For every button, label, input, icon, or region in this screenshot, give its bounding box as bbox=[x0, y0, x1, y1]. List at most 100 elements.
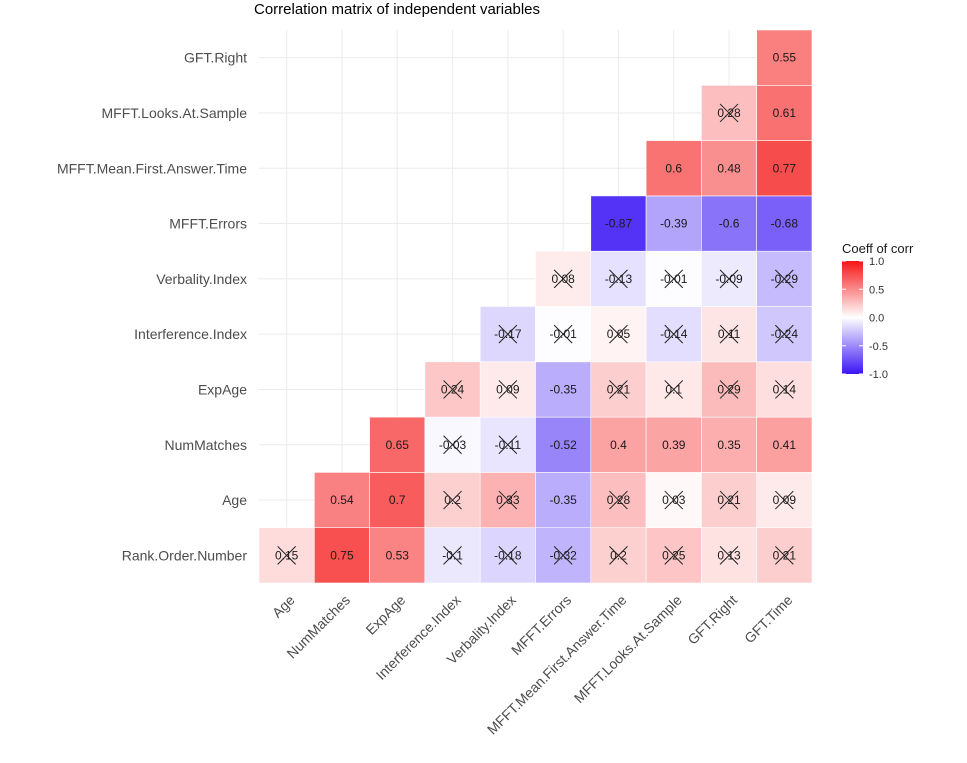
heatmap-cell: -0.11 bbox=[479, 416, 536, 473]
insignificant-cross-mark bbox=[664, 490, 684, 510]
heatmap-cell: -0.68 bbox=[756, 195, 813, 252]
heatmap-cell: 0.09 bbox=[479, 361, 536, 418]
cell-fill bbox=[535, 361, 592, 418]
y-tick-label-mfft-errors: MFFT.Errors bbox=[169, 216, 247, 232]
insignificant-cross-mark bbox=[609, 545, 628, 565]
heatmap-cell: 0.14 bbox=[756, 361, 813, 418]
insignificant-cross-mark bbox=[719, 103, 739, 123]
cell-fill bbox=[756, 416, 813, 473]
insignificant-cross-mark bbox=[277, 545, 297, 565]
y-tick-label-mfft-looks-at-sample: MFFT.Looks.At.Sample bbox=[102, 105, 248, 121]
heatmap-cell: -0.32 bbox=[535, 527, 592, 584]
heatmap-cell: 0.05 bbox=[590, 306, 647, 363]
cell-fill bbox=[590, 195, 647, 252]
heatmap-cell: -0.39 bbox=[645, 195, 702, 252]
cell-value-label: 0.55 bbox=[773, 51, 797, 65]
insignificant-cross-mark bbox=[498, 545, 518, 565]
heatmap-cell: 0.55 bbox=[756, 29, 813, 86]
heatmap-cell: 0.15 bbox=[258, 527, 315, 584]
heatmap-cell: 0.28 bbox=[701, 85, 758, 141]
insignificant-cross-mark bbox=[719, 545, 739, 565]
heatmap-cell: 0.77 bbox=[756, 140, 813, 197]
insignificant-cross-mark bbox=[664, 324, 684, 344]
heatmap-cell: 0.54 bbox=[313, 472, 370, 528]
legend-title: Coeff of corr bbox=[842, 241, 914, 256]
heatmap-cell: 0.25 bbox=[645, 527, 702, 584]
cell-fill bbox=[701, 195, 758, 252]
insignificant-cross-mark bbox=[664, 269, 684, 289]
heatmap-cell: 0.28 bbox=[590, 472, 647, 528]
heatmap-cell: -0.17 bbox=[479, 306, 536, 363]
heatmap-cell: 0.2 bbox=[590, 527, 647, 584]
heatmap-cell: 0.35 bbox=[701, 416, 758, 473]
heatmap-cell: 0.39 bbox=[645, 416, 702, 473]
heatmap-cell: -0.14 bbox=[645, 306, 702, 363]
chart-title: Correlation matrix of independent variab… bbox=[254, 1, 540, 18]
heatmap-cell: -0.6 bbox=[701, 195, 758, 252]
heatmap-cell: 0.09 bbox=[756, 472, 813, 528]
cell-fill bbox=[313, 472, 370, 528]
insignificant-cross-mark bbox=[609, 269, 628, 289]
cell-value-label: 0.77 bbox=[773, 161, 797, 175]
insignificant-cross-mark bbox=[553, 324, 573, 344]
y-tick-label-rank-order-number: Rank.Order.Number bbox=[122, 547, 248, 563]
heatmap-cell: 0.4 bbox=[590, 416, 647, 473]
insignificant-cross-mark bbox=[443, 490, 462, 510]
heatmap-cell: 0.21 bbox=[756, 527, 813, 584]
heatmap-cell: -0.13 bbox=[590, 250, 647, 307]
cell-fill bbox=[369, 416, 426, 473]
cell-fill bbox=[369, 472, 426, 528]
insignificant-cross-mark bbox=[498, 380, 518, 399]
insignificant-cross-mark bbox=[719, 324, 739, 344]
heatmap-cell: 0.24 bbox=[424, 361, 481, 418]
insignificant-cross-mark bbox=[609, 380, 628, 399]
x-tick-label-gft-time: GFT.Time bbox=[741, 592, 796, 647]
legend-tick-label: -1.0 bbox=[869, 369, 888, 381]
cell-fill bbox=[756, 140, 813, 197]
heatmap-cell: 0.61 bbox=[756, 85, 813, 141]
y-tick-label-gft-right: GFT.Right bbox=[184, 50, 247, 66]
heatmap-cell: 0.13 bbox=[701, 527, 758, 584]
legend: Coeff of corr 1.0 0.5 0.0 -0.5 -1.0 bbox=[842, 241, 914, 381]
heatmap-cell: 0.21 bbox=[701, 472, 758, 528]
cell-value-label: 0.61 bbox=[773, 106, 797, 120]
heatmap-cell: 0.2 bbox=[424, 472, 481, 528]
insignificant-cross-mark bbox=[443, 380, 462, 399]
heatmap-cell: 0.11 bbox=[701, 306, 758, 363]
heatmap-cell: 0.33 bbox=[479, 472, 536, 528]
legend-ticks: 1.0 0.5 0.0 -0.5 -1.0 bbox=[842, 256, 888, 381]
insignificant-cross-mark bbox=[609, 324, 628, 344]
cell-fill bbox=[701, 140, 758, 197]
cell-value-label: -0.68 bbox=[771, 217, 799, 231]
heatmap-cells: 0.15 0.75 0.53 -0.1 -0.18 -0.32 0.2 0.25 0.13 0.2… bbox=[258, 29, 813, 584]
y-tick-label-expage: ExpAge bbox=[198, 381, 247, 397]
heatmap-cell: 0.21 bbox=[590, 361, 647, 418]
insignificant-cross-mark bbox=[774, 380, 794, 399]
cell-value-label: 0.6 bbox=[665, 161, 682, 175]
cell-value-label: 0.65 bbox=[386, 438, 410, 452]
heatmap-cell: -0.87 bbox=[590, 195, 647, 252]
cell-value-label: -0.35 bbox=[549, 493, 577, 507]
insignificant-cross-mark bbox=[774, 269, 794, 289]
heatmap-cell: 0.6 bbox=[645, 140, 702, 197]
cell-fill bbox=[313, 527, 370, 584]
legend-tick-label: 0.5 bbox=[869, 284, 884, 296]
cell-fill bbox=[535, 472, 592, 528]
cell-value-label: 0.75 bbox=[330, 548, 354, 562]
cell-value-label: -0.87 bbox=[605, 217, 633, 231]
heatmap-cell: -0.01 bbox=[535, 306, 592, 363]
heatmap-cell: -0.29 bbox=[756, 250, 813, 307]
x-tick-label-gft-right: GFT.Right bbox=[684, 592, 740, 648]
legend-colorbar bbox=[842, 261, 863, 374]
cell-value-label: 0.39 bbox=[662, 438, 686, 452]
y-tick-label-age: Age bbox=[222, 492, 247, 508]
heatmap-cell: -0.01 bbox=[645, 250, 702, 307]
cell-value-label: 0.7 bbox=[389, 493, 406, 507]
insignificant-cross-mark bbox=[664, 380, 684, 399]
insignificant-cross-mark bbox=[719, 269, 739, 289]
heatmap-cell: 0.08 bbox=[535, 250, 592, 307]
heatmap-cell: -0.52 bbox=[535, 416, 592, 473]
cell-value-label: 0.53 bbox=[386, 548, 410, 562]
